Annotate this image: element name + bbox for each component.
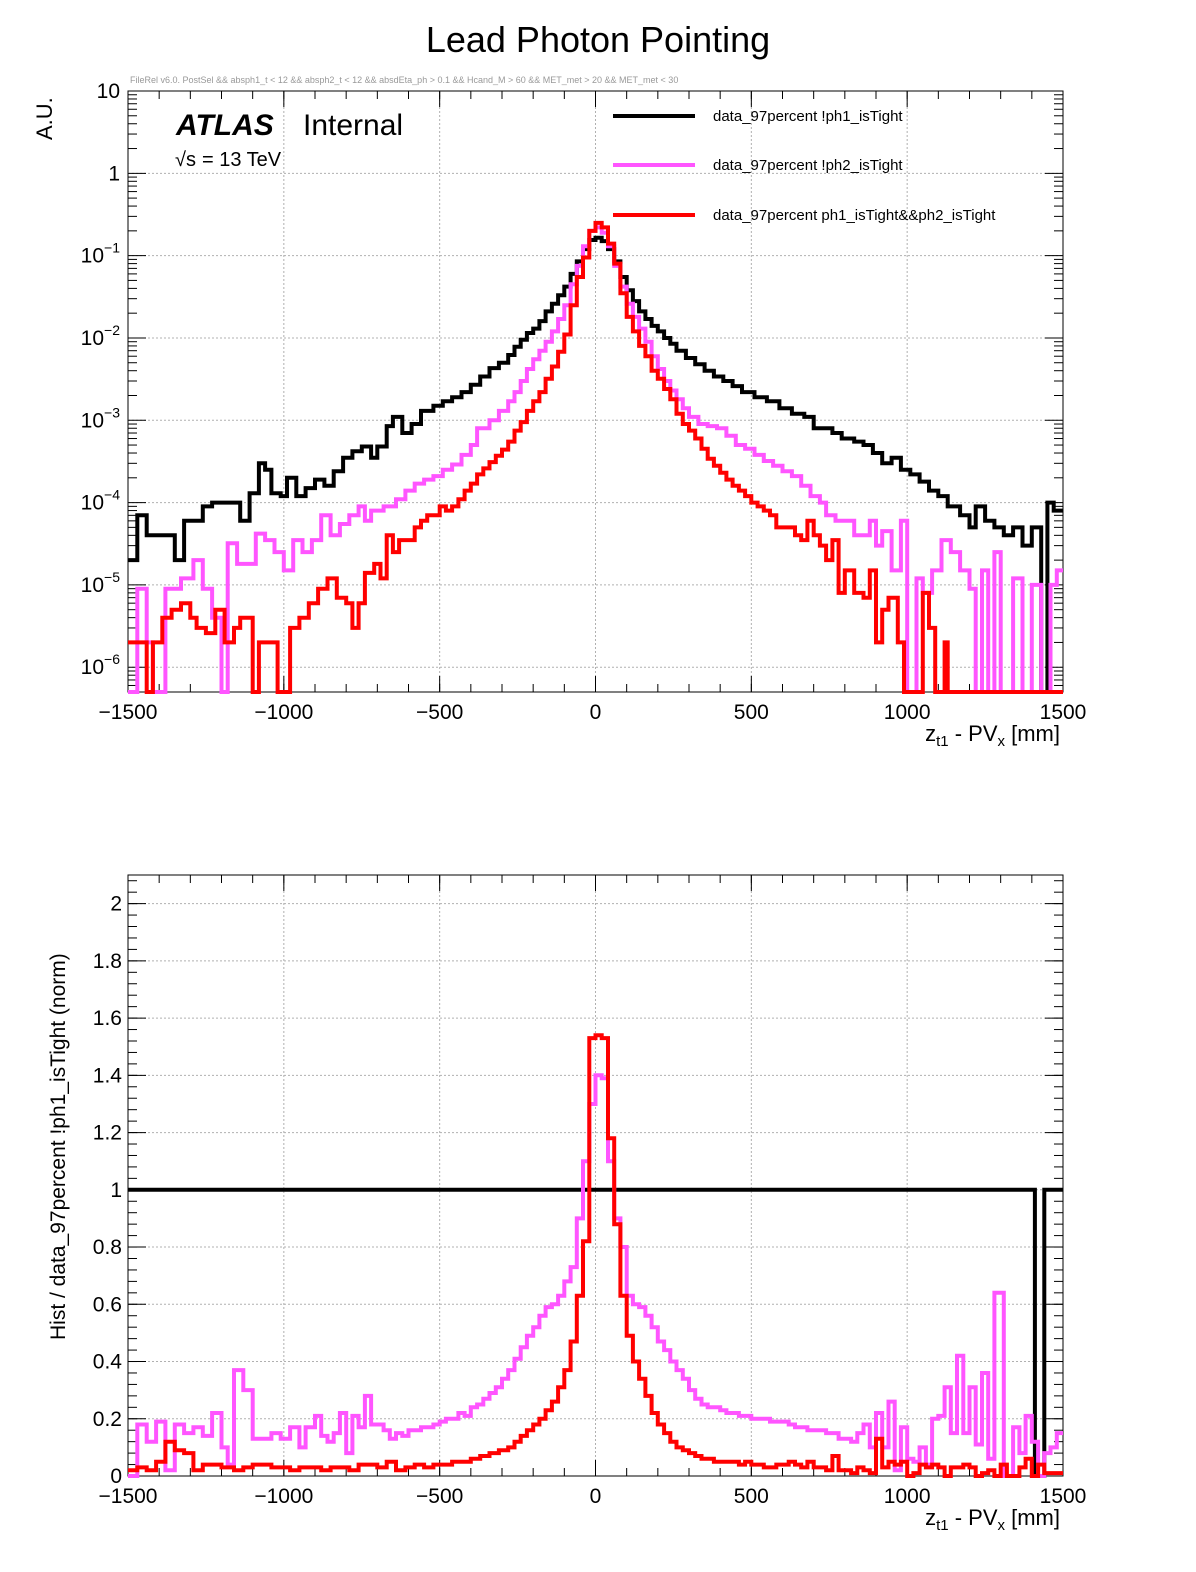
legend-label-black: data_97percent !ph1_isTight xyxy=(713,108,903,125)
top-ylabel: A.U. xyxy=(32,97,57,140)
y-tick-label: 2 xyxy=(110,893,122,916)
series-line-black xyxy=(128,235,1063,694)
top-series xyxy=(128,220,1063,694)
x-tick-label: 1500 xyxy=(1040,701,1087,724)
series-line-red xyxy=(128,220,1063,694)
x-tick-label: 0 xyxy=(590,1485,602,1508)
y-tick-label: 10−5 xyxy=(81,569,121,597)
y-tick-label: 1.4 xyxy=(93,1064,123,1087)
x-tick-label: 1500 xyxy=(1040,1485,1087,1508)
figure-title: Lead Photon Pointing xyxy=(426,19,770,60)
bottom-series xyxy=(128,1033,1063,1478)
bottom-panel: −1500 −1000 −500 0 500 1000 1500 0 0.2 0.4 0.6 0.8… xyxy=(47,874,1087,1534)
top-xlabel: zt1 - PVx [mm] xyxy=(925,721,1060,750)
atlas-status: Internal xyxy=(303,109,403,142)
y-tick-label: 10−6 xyxy=(81,651,121,679)
y-tick-label: 1 xyxy=(110,1179,122,1202)
bottom-grid xyxy=(128,875,1063,1476)
legend: data_97percent !ph1_isTight data_97perce… xyxy=(613,108,996,224)
y-tick-label: 0.4 xyxy=(93,1351,123,1374)
x-tick-label: 500 xyxy=(734,1485,769,1508)
legend-label-red: data_97percent ph1_isTight&&ph2_isTight xyxy=(713,207,996,224)
atlas-label: ATLAS xyxy=(175,109,274,142)
x-tick-label: 1000 xyxy=(884,1485,931,1508)
y-tick-label: 0.6 xyxy=(93,1293,122,1316)
x-tick-label: −1500 xyxy=(99,1485,158,1508)
x-tick-label: −500 xyxy=(416,1485,463,1508)
legend-label-magenta: data_97percent !ph2_isTight xyxy=(713,157,903,174)
bottom-xtick-labels: −1500 −1000 −500 0 500 1000 1500 xyxy=(99,1485,1087,1508)
y-tick-label: 10−2 xyxy=(81,322,121,350)
y-tick-label: 10−4 xyxy=(81,487,121,515)
y-tick-label: 1.8 xyxy=(93,950,122,973)
bottom-ylabel: Hist / data_97percent !ph1_isTight (norm… xyxy=(47,953,70,1340)
top-ytick-labels: 10−6 10−5 10−4 10−3 10−2 10−1 1 10 xyxy=(81,80,121,679)
selection-caption: FileRel v6.0. PostSel && absph1_t < 12 &… xyxy=(130,75,678,85)
y-tick-label: 0 xyxy=(110,1465,122,1488)
x-tick-label: −1000 xyxy=(254,701,313,724)
x-tick-label: −1000 xyxy=(254,1485,313,1508)
series-line-red xyxy=(128,1033,1063,1478)
series-line-magenta xyxy=(128,1073,1063,1478)
y-tick-label: 0.8 xyxy=(93,1236,122,1259)
y-tick-label: 10−3 xyxy=(81,404,121,432)
y-tick-label: 10 xyxy=(97,80,120,103)
top-xtick-labels: −1500 −1000 −500 0 500 1000 1500 xyxy=(99,701,1087,724)
y-tick-label: 0.2 xyxy=(93,1408,122,1431)
x-tick-label: −500 xyxy=(416,701,463,724)
x-tick-label: −1500 xyxy=(99,701,158,724)
x-tick-label: 1000 xyxy=(884,701,931,724)
x-tick-label: 0 xyxy=(590,701,602,724)
y-tick-label: 1.6 xyxy=(93,1007,122,1030)
y-tick-label: 10−1 xyxy=(81,240,121,268)
bottom-xlabel: zt1 - PVx [mm] xyxy=(925,1505,1060,1534)
y-tick-label: 1.2 xyxy=(93,1122,122,1145)
top-panel: −1500 −1000 −500 0 500 1000 1500 10−610−510−41… xyxy=(32,80,1086,750)
atlas-energy: √s = 13 TeV xyxy=(175,149,282,171)
x-tick-label: 500 xyxy=(734,701,769,724)
bottom-ticks xyxy=(127,875,1064,1477)
bottom-ytick-labels: 0 0.2 0.4 0.6 0.8 1 1.2 1.4 1.6 1.8 2 xyxy=(93,893,123,1488)
y-tick-label: 1 xyxy=(108,162,120,185)
